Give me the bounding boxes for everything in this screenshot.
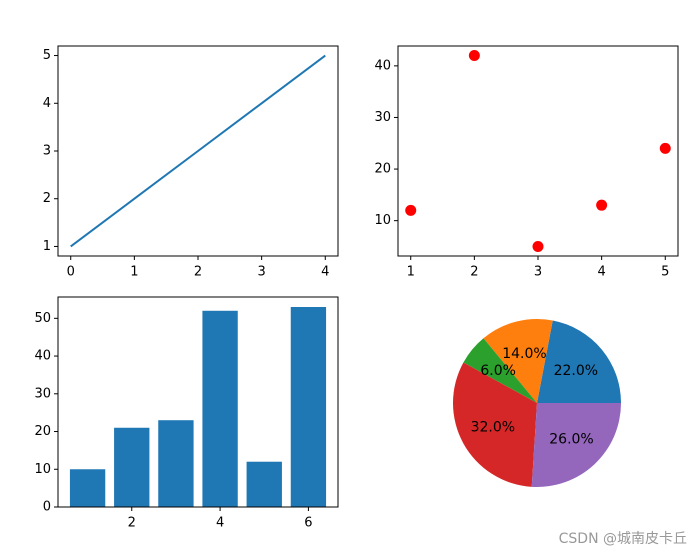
bar [246, 461, 282, 507]
bar [290, 307, 327, 507]
series-line [70, 54, 326, 248]
y-tick-label: 40 [34, 349, 51, 364]
pie-label: 14.0% [502, 346, 546, 362]
y-tick-label: 20 [34, 424, 51, 439]
y-tick-label: 50 [34, 311, 51, 326]
y-tick-label: 10 [374, 213, 391, 228]
y-tick-label: 1 [43, 239, 51, 254]
x-tick-label: 4 [216, 516, 224, 531]
x-tick-label: 1 [407, 265, 415, 280]
pie-label: 22.0% [554, 363, 598, 379]
x-tick-label: 0 [67, 265, 75, 280]
scatter-point [405, 204, 417, 216]
y-tick-label: 30 [374, 110, 391, 125]
pie-slice [531, 403, 621, 487]
x-tick-label: 4 [321, 265, 329, 280]
y-tick-label: 4 [43, 96, 51, 111]
pie-slice [463, 338, 537, 403]
x-tick-label: 5 [661, 265, 669, 280]
scatter-point [532, 240, 544, 252]
bar [158, 420, 194, 507]
axes-frame [57, 296, 339, 508]
x-tick-label: 2 [194, 265, 202, 280]
line-plot: 0 1 2 3 4 1 2 3 4 5 [43, 45, 339, 280]
scatter-plot: 1 2 3 4 5 10 20 30 40 [374, 45, 679, 280]
pie-slice [452, 362, 537, 487]
y-tick-label: 0 [43, 500, 51, 515]
y-tick-label: 20 [374, 162, 391, 177]
bar [69, 469, 106, 507]
y-tick-label: 10 [34, 462, 51, 477]
axes-frame [397, 45, 679, 257]
x-tick-label: 6 [304, 516, 312, 531]
watermark: CSDN @城南皮卡丘 [558, 531, 687, 547]
scatter-point [468, 50, 480, 62]
pie-label: 26.0% [549, 432, 593, 448]
x-tick-label: 4 [597, 265, 605, 280]
y-tick-label: 5 [43, 48, 51, 63]
x-tick-label: 2 [128, 516, 136, 531]
pie-chart: 22.0% 14.0%6.0% 32.0% 26.0% [452, 319, 621, 487]
pie-slice [537, 320, 621, 403]
x-tick-label: 3 [534, 265, 542, 280]
x-tick-label: 1 [130, 265, 138, 280]
y-tick-label: 2 [43, 191, 51, 206]
y-tick-label: 40 [374, 58, 391, 73]
bar [202, 310, 238, 507]
scatter-point [659, 142, 671, 154]
pie-label: 6.0% [480, 363, 516, 379]
pie-label: 32.0% [471, 419, 515, 435]
y-tick-label: 30 [34, 386, 51, 401]
y-tick-label: 3 [43, 144, 51, 159]
scatter-point [596, 199, 608, 211]
pie-slice [483, 319, 553, 403]
bar [114, 427, 150, 507]
x-tick-label: 3 [257, 265, 265, 280]
bar-chart: 2 4 6 0 10 20 30 40 50 [34, 296, 339, 531]
x-tick-label: 2 [470, 265, 478, 280]
